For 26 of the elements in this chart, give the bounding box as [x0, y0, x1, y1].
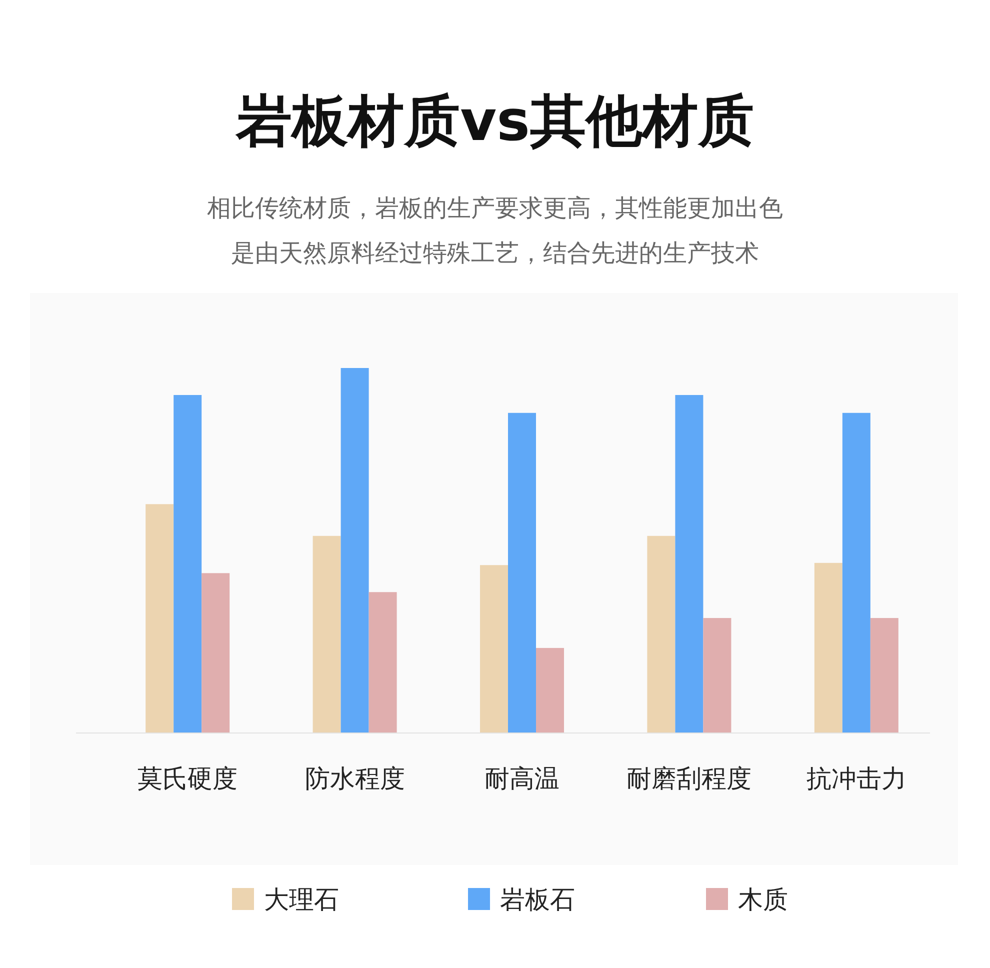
x-tick-label: 防水程度	[304, 764, 405, 793]
bar	[174, 395, 202, 733]
bar	[703, 618, 732, 733]
bar	[202, 573, 230, 733]
bar	[368, 592, 397, 733]
text: 是由天然原料经过特殊工艺，结合先进的生产技术	[231, 239, 759, 267]
bar	[508, 412, 536, 733]
bar	[146, 504, 174, 733]
x-tick-label: 莫氏硬度	[138, 764, 238, 793]
bar	[814, 562, 842, 733]
bar	[842, 412, 870, 733]
chart-title: 岩板材质vs其他材质	[235, 89, 754, 154]
x-tick-label: 抗冲击力	[806, 764, 906, 793]
bar	[340, 368, 369, 733]
bar	[536, 648, 564, 733]
bar	[312, 536, 341, 733]
x-tick-label: 耐磨刮程度	[626, 764, 752, 793]
legend-label: 大理石	[264, 885, 339, 914]
bar	[675, 395, 704, 733]
chart-subtitle: 相比传统材质，岩板的生产要求更高，其性能更加出色	[207, 194, 783, 222]
bar	[870, 618, 898, 733]
bar	[480, 565, 508, 733]
legend-label: 木质	[738, 885, 788, 914]
legend-label: 岩板石	[500, 885, 575, 914]
x-tick-label: 耐高温	[484, 764, 560, 793]
bar	[647, 536, 676, 733]
